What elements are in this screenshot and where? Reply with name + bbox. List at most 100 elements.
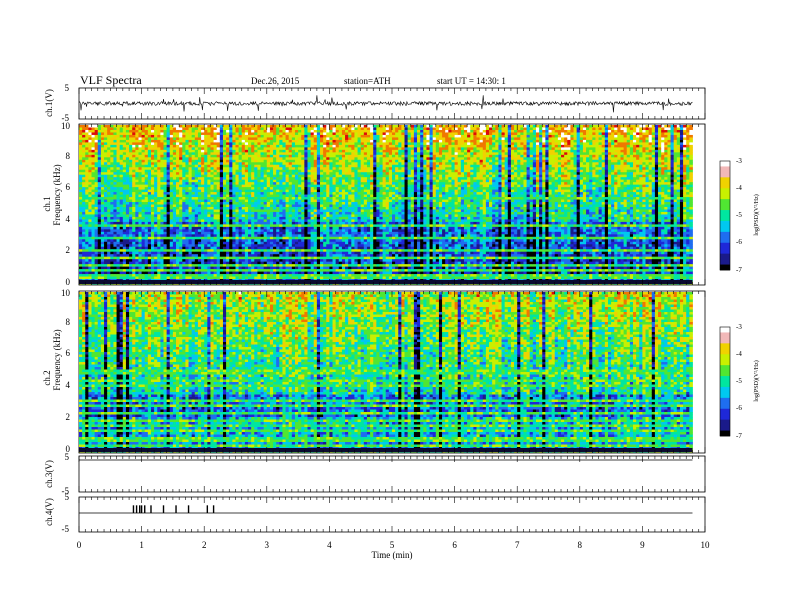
ch1-spec-cell bbox=[88, 214, 92, 217]
ch1-spec-cell bbox=[129, 254, 133, 257]
ch1-spec-cell bbox=[85, 262, 89, 265]
ch1-spec-cell bbox=[85, 227, 89, 230]
ch1-spec-cell bbox=[92, 247, 96, 250]
ch1-spec-cell bbox=[98, 244, 102, 247]
ch1-spec-cell bbox=[135, 195, 139, 198]
ch1-spec-cell bbox=[120, 160, 124, 163]
ch1-spec-cell bbox=[95, 192, 99, 195]
ch1-spec-cell bbox=[92, 167, 96, 170]
ch1-spec-cell bbox=[135, 172, 139, 175]
ch1-spec-cell bbox=[79, 262, 83, 265]
ch1-spec-cell bbox=[95, 264, 99, 267]
ch1-spec-cell bbox=[123, 157, 127, 160]
ch1-spec-cell bbox=[120, 180, 124, 183]
ch1-spec-cell bbox=[104, 175, 108, 178]
ch1-spec-cell bbox=[117, 192, 121, 195]
ch1-spec-cell bbox=[98, 205, 102, 208]
ch1-spec-cell bbox=[132, 187, 136, 190]
ch1-spec-cell bbox=[126, 145, 130, 148]
ch1-spec-cell bbox=[79, 190, 83, 193]
ch1-spec-cell bbox=[79, 237, 83, 240]
ch1-spec-cell bbox=[107, 130, 111, 133]
ch1-spec-cell bbox=[92, 190, 96, 193]
ch1-spec-cell bbox=[107, 185, 111, 188]
ch1-spec-cell bbox=[85, 125, 89, 128]
ch1-spec-cell bbox=[117, 187, 121, 190]
ch1-spec-cell bbox=[113, 137, 117, 140]
ch1-spec-cell bbox=[101, 207, 105, 210]
ch1-spec-cell bbox=[123, 182, 127, 185]
ch1-spec-cell bbox=[95, 202, 99, 205]
ch1-spec-cell bbox=[107, 140, 111, 143]
ch1-spec-cell bbox=[120, 274, 124, 277]
ch1-spec-cell bbox=[120, 190, 124, 193]
ch1-spec-cell bbox=[126, 182, 130, 185]
ch1-spec-cell bbox=[98, 202, 102, 205]
ch1-spec-cell bbox=[126, 272, 130, 275]
ch1-spec-cell bbox=[79, 219, 83, 222]
ch1-spec-cell bbox=[98, 227, 102, 230]
ch1-spec-cell bbox=[92, 227, 96, 230]
ch1-spec-cell bbox=[95, 207, 99, 210]
ch1-spec-cell bbox=[85, 137, 89, 140]
ch1-spec-cell bbox=[79, 227, 83, 230]
date-label: Dec.26, 2015 bbox=[251, 76, 300, 86]
ch1-spec-cell bbox=[123, 137, 127, 140]
ch1-spec-cell bbox=[135, 190, 139, 193]
ch1-spec-cell bbox=[92, 274, 96, 277]
ch1-spec-cell bbox=[98, 195, 102, 198]
ch1-spec-cell bbox=[110, 262, 114, 265]
ch1-spec-cell bbox=[113, 190, 117, 193]
ch1-spec-cell bbox=[85, 232, 89, 235]
ch1-spec-cell bbox=[88, 192, 92, 195]
ch1-spec-cell bbox=[101, 214, 105, 217]
ch1-spec-cell bbox=[117, 229, 121, 232]
ch1-spec-cell bbox=[129, 262, 133, 265]
ch1-spec-cell bbox=[120, 219, 124, 222]
ch1-spec-cell bbox=[98, 237, 102, 240]
ch1-spec-cell bbox=[110, 234, 114, 237]
ch1-spec-cell bbox=[113, 237, 117, 240]
ch1-spec-cell bbox=[117, 217, 121, 220]
ch1-spec-cell bbox=[123, 254, 127, 257]
ch1-spec-cell bbox=[107, 167, 111, 170]
ch1-spec-cell bbox=[82, 257, 86, 260]
ch1-spec-cell bbox=[79, 147, 83, 150]
ch1-spec-cell bbox=[113, 214, 117, 217]
ch1-spec-cell bbox=[113, 205, 117, 208]
ch1-spec-cell bbox=[123, 195, 127, 198]
ch1-spec-cell bbox=[135, 145, 139, 148]
ch1-spec-cell bbox=[101, 137, 105, 140]
ch1-spec-cell bbox=[101, 232, 105, 235]
ch1-spec-cell bbox=[104, 242, 108, 245]
ch1-spec-cell bbox=[98, 242, 102, 245]
ch1-spec-cell bbox=[79, 167, 83, 170]
ch1-spec-cell bbox=[132, 262, 136, 265]
ch1-spec-cell bbox=[101, 140, 105, 143]
ch1-spec-cell bbox=[123, 274, 127, 277]
ch1-spec-cell bbox=[85, 165, 89, 168]
ch1-spec-cell bbox=[117, 200, 121, 203]
ch1-spec-cell bbox=[123, 277, 127, 280]
ch1-spec-cell bbox=[113, 147, 117, 150]
ch1-spec-cell bbox=[98, 190, 102, 193]
ch1-spec-cell bbox=[92, 254, 96, 257]
ch1-spec-cell bbox=[79, 257, 83, 260]
ch1-spec-cell bbox=[110, 242, 114, 245]
ch1-spec-cell bbox=[88, 147, 92, 150]
ch1-wave-ylabel: ch.1(V) bbox=[44, 89, 54, 117]
ch1-spec-cell bbox=[82, 254, 86, 257]
ch1-spec-cell bbox=[123, 269, 127, 272]
ch1-spec-cell bbox=[107, 257, 111, 260]
ch1-spec-cell bbox=[110, 125, 114, 128]
ch1-spec-cell bbox=[104, 195, 108, 198]
ch1-spec-cell bbox=[101, 252, 105, 255]
ch1-spec-cell bbox=[117, 142, 121, 145]
ch1-spec-cell bbox=[113, 167, 117, 170]
ch1-spec-cell bbox=[117, 165, 121, 168]
ch1-spec-cell bbox=[98, 160, 102, 163]
ch1-spec-cell bbox=[132, 224, 136, 227]
ch1-spec-cell bbox=[110, 212, 114, 215]
ch1-spec-cell bbox=[129, 222, 133, 225]
ch1-spec-cell bbox=[123, 132, 127, 135]
